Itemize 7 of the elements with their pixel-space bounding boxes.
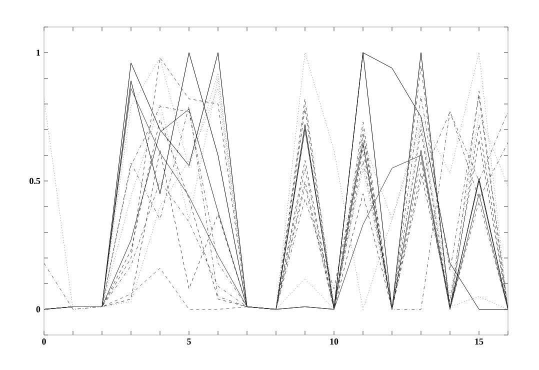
x-tick-label: 15 [475,338,484,345]
y-tick-label: 1 [36,50,40,56]
y-tick-label: 0 [36,306,40,312]
x-tick-label: 10 [330,338,338,345]
x-tick-label: 0 [42,338,46,345]
x-tick-label: 5 [187,338,191,345]
y-tick-label: 0.5 [30,178,40,184]
